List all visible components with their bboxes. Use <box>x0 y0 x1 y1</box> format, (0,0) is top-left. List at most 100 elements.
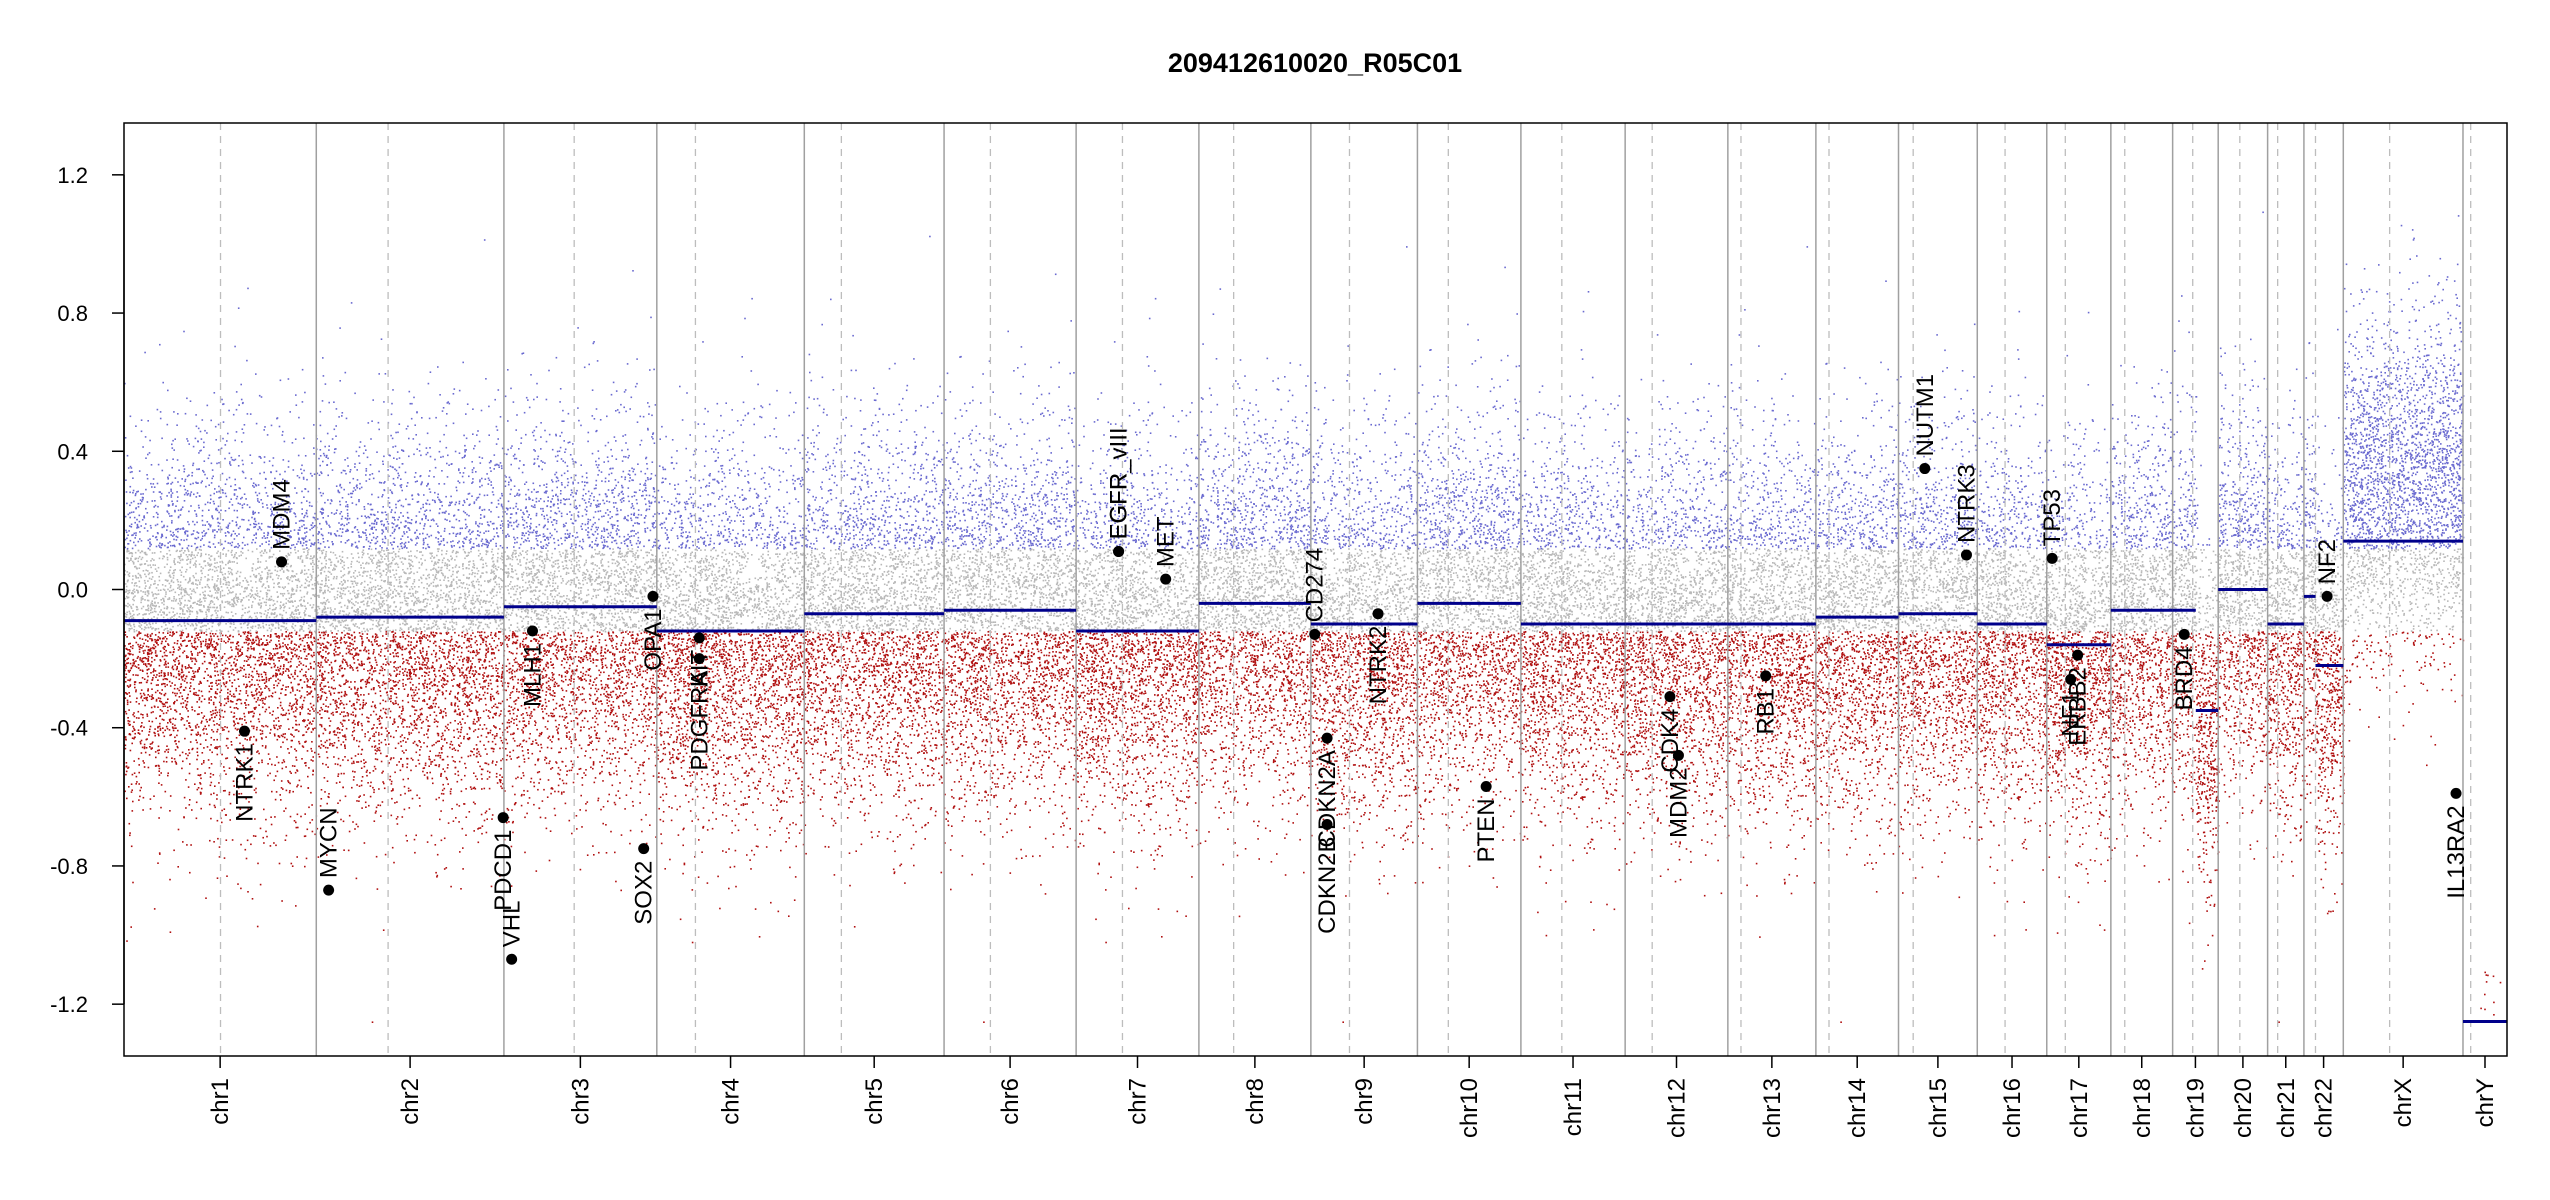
probe-point <box>197 774 200 776</box>
probe-point <box>251 516 253 519</box>
probe-point <box>477 570 480 572</box>
probe-point <box>163 648 166 650</box>
probe-point <box>294 649 297 652</box>
probe-point <box>268 460 271 462</box>
probe-point <box>150 664 152 666</box>
probe-point <box>199 636 201 638</box>
probe-point <box>182 575 185 578</box>
probe-point <box>193 646 196 649</box>
probe-point <box>233 561 235 563</box>
probe-point <box>142 657 145 659</box>
probe-point <box>195 564 197 566</box>
probe-point <box>501 628 504 631</box>
probe-point <box>131 471 133 473</box>
probe-point <box>313 563 316 566</box>
probe-point <box>278 640 280 642</box>
probe-point <box>172 668 175 671</box>
probe-point <box>358 561 360 564</box>
probe-point <box>271 763 273 766</box>
probe-point <box>195 496 198 498</box>
probe-point <box>206 647 209 650</box>
probe-point <box>167 698 169 700</box>
probe-point <box>335 708 337 710</box>
probe-point <box>285 622 288 625</box>
probe-point <box>269 576 272 579</box>
probe-point <box>124 615 127 618</box>
probe-point <box>126 571 129 573</box>
probe-point <box>136 697 138 700</box>
probe-point <box>268 679 270 682</box>
probe-point <box>212 517 214 520</box>
probe-point <box>196 758 198 761</box>
probe-point <box>203 660 206 663</box>
probe-point <box>219 623 221 626</box>
probe-point <box>128 589 131 592</box>
probe-point <box>314 512 316 515</box>
probe-point <box>303 681 306 683</box>
probe-point <box>272 522 275 524</box>
probe-point <box>128 525 131 527</box>
probe-point <box>303 437 305 440</box>
probe-point <box>248 778 251 780</box>
probe-point <box>145 698 148 700</box>
probe-point <box>220 616 222 619</box>
probe-point <box>378 602 381 604</box>
probe-point <box>195 727 197 729</box>
probe-point <box>222 716 225 718</box>
probe-point <box>180 555 182 557</box>
probe-point <box>267 774 269 777</box>
probe-point <box>308 645 311 648</box>
probe-point <box>297 605 300 607</box>
probe-point <box>222 437 224 440</box>
probe-point <box>232 556 235 559</box>
probe-point <box>407 551 410 553</box>
probe-point <box>169 651 171 654</box>
probe-point <box>177 584 180 586</box>
probe-point <box>181 566 183 569</box>
probe-point <box>312 604 315 606</box>
probe-point <box>266 536 269 539</box>
probe-point <box>496 559 499 562</box>
probe-point <box>286 518 288 520</box>
probe-point <box>206 668 208 670</box>
probe-point <box>397 703 399 706</box>
probe-point <box>129 723 131 726</box>
probe-point <box>157 638 159 641</box>
probe-point <box>296 475 299 477</box>
probe-point <box>287 652 289 654</box>
probe-point <box>277 577 279 580</box>
probe-point <box>136 523 139 526</box>
probe-point <box>127 513 130 516</box>
probe-point <box>260 577 263 580</box>
probe-point <box>209 662 212 665</box>
probe-point <box>183 330 185 333</box>
probe-point <box>227 561 230 563</box>
probe-point <box>205 728 207 730</box>
probe-point <box>312 683 314 685</box>
probe-point <box>178 562 181 564</box>
probe-point <box>174 569 176 571</box>
probe-point <box>254 818 256 820</box>
probe-point <box>195 572 197 575</box>
probe-point <box>178 740 180 743</box>
probe-point <box>275 635 278 638</box>
probe-point <box>217 521 219 524</box>
probe-point <box>230 672 233 675</box>
probe-point <box>294 729 297 731</box>
probe-point <box>139 531 141 533</box>
probe-point <box>495 603 498 606</box>
probe-point <box>182 702 185 704</box>
probe-point <box>191 474 193 477</box>
probe-point <box>368 587 371 590</box>
probe-point <box>127 467 130 469</box>
probe-point <box>262 702 264 704</box>
probe-point <box>292 593 294 596</box>
probe-point <box>214 674 216 677</box>
probe-point <box>272 529 275 532</box>
probe-point <box>145 665 148 668</box>
probe-point <box>141 746 144 749</box>
probe-point <box>216 747 218 750</box>
probe-point <box>297 532 299 534</box>
probe-point <box>221 672 223 675</box>
probe-point <box>447 632 450 634</box>
